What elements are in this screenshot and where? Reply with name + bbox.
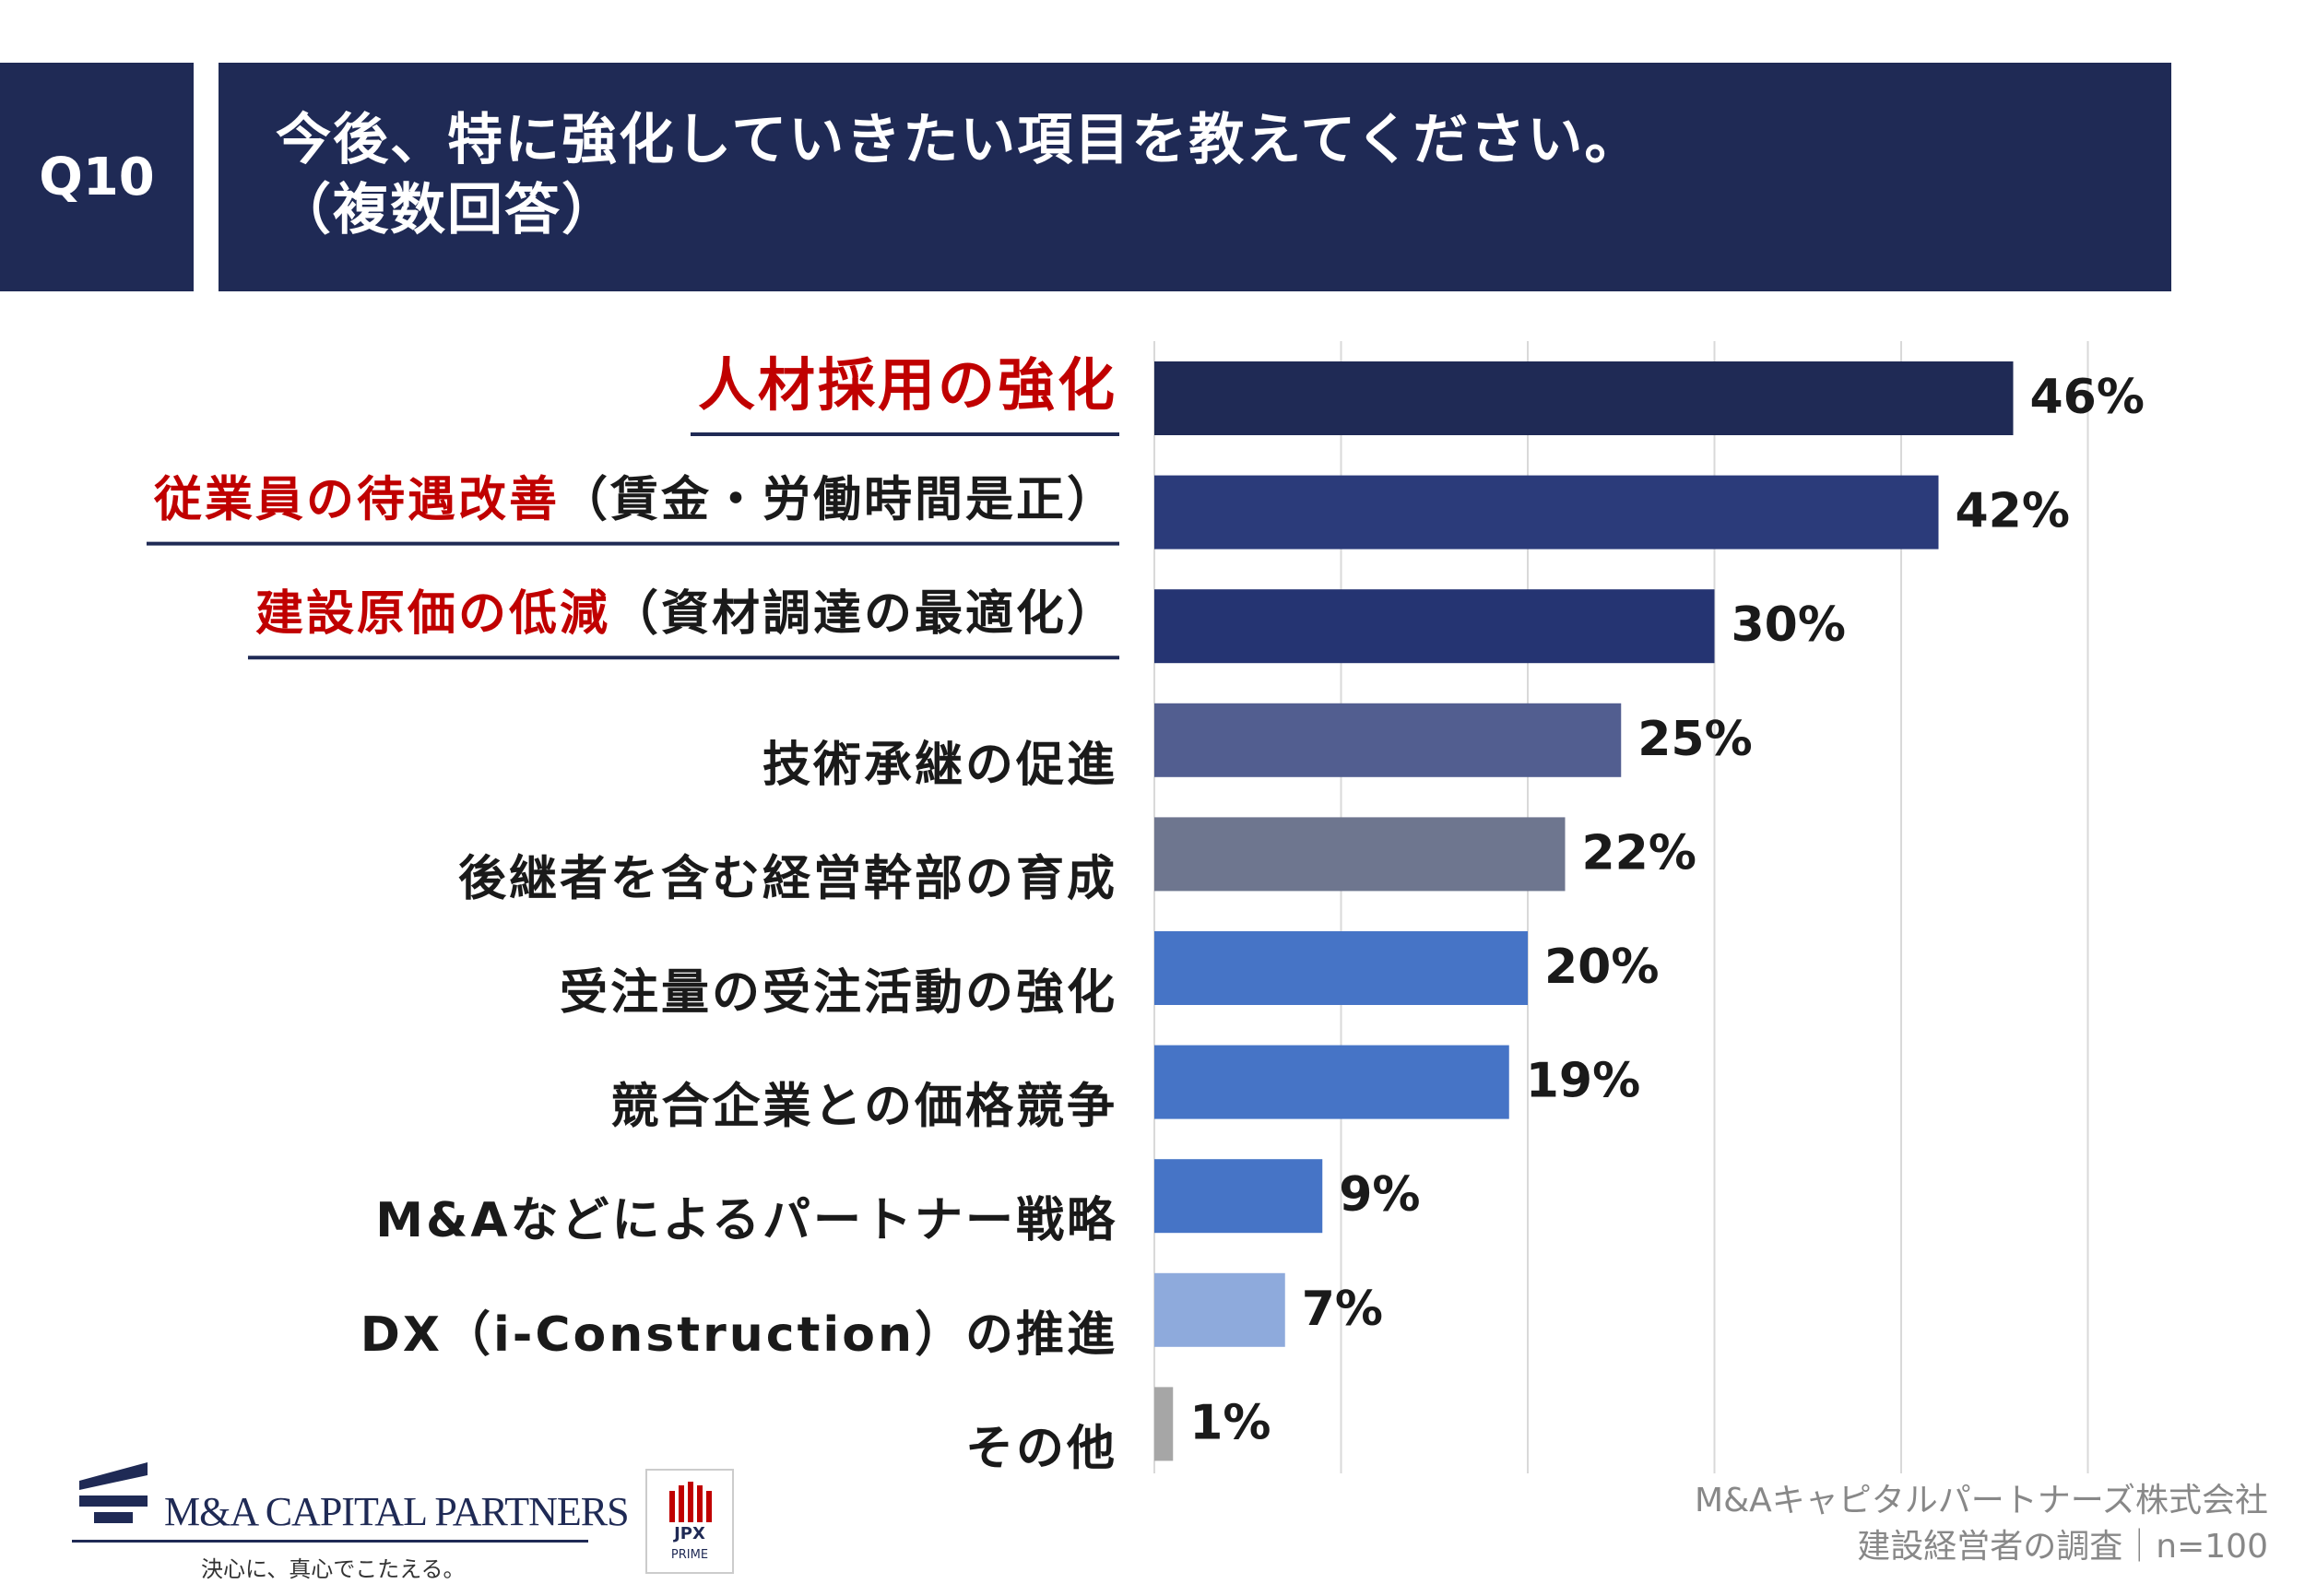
value-label: 42% [1956, 484, 2070, 539]
logo-name: M&A CAPITAL PARTNERS [164, 1489, 630, 1534]
category-label: DX（i-Construction）の推進 [361, 1307, 1117, 1363]
category-label-highlight: 建設原価の低減 [255, 586, 610, 642]
question-number: Q10 [39, 147, 155, 207]
category-label: 人材採用の強化 [698, 351, 1117, 419]
category-label: 技術承継の促進 [762, 738, 1117, 793]
value-label: 19% [1526, 1054, 1640, 1109]
value-label: 9% [1339, 1167, 1420, 1223]
value-label: 30% [1732, 597, 1846, 653]
category-label: その他 [965, 1421, 1117, 1476]
jpx-mark-icon [669, 1482, 712, 1522]
category-label-rest: M&Aなどによるパートナー戦略 [375, 1193, 1117, 1248]
category-label-rest: その他 [965, 1421, 1117, 1476]
jpx-label: JPX [674, 1524, 705, 1543]
category-label-rest: 後継者を含む経営幹部の育成 [458, 851, 1117, 906]
category-label-rest: （賃金・労働時間是正） [560, 473, 1117, 528]
category-label-rest: 受注量の受注活動の強化 [560, 965, 1117, 1021]
category-label-rest: （資材調達の最適化） [610, 586, 1117, 642]
value-label: 46% [2030, 370, 2145, 425]
bar [1154, 703, 1622, 777]
bar [1154, 1387, 1174, 1461]
question-title-banner: 今後、特に強化していきたい項目を教えてください。 （複数回答） [219, 63, 2171, 291]
bar [1154, 475, 1939, 550]
source-company: M&Aキャピタルパートナーズ株式会社 [1695, 1482, 2268, 1519]
question-title: 今後、特に強化していきたい項目を教えてください。 [276, 108, 1642, 172]
category-label-highlight: 人材採用の強化 [698, 351, 1117, 419]
category-label: 建設原価の低減（資材調達の最適化） [255, 586, 1117, 642]
category-label-rest: 技術承継の促進 [762, 738, 1117, 793]
value-label: 25% [1637, 712, 1752, 767]
source-note: M&Aキャピタルパートナーズ株式会社 建設経営者の調査｜n=100 [1695, 1478, 2268, 1570]
logo-tagline: 決心に、真心でこたえる。 [201, 1556, 466, 1582]
bar [1154, 1159, 1323, 1234]
value-label: 1% [1189, 1395, 1271, 1450]
category-label: 後継者を含む経営幹部の育成 [458, 851, 1117, 906]
category-label-rest: 競合企業との価格競争 [611, 1080, 1117, 1135]
company-logo: M&A CAPITAL PARTNERS 決心に、真心でこたえる。 [72, 1455, 630, 1584]
value-labels: 46% 42% 30% 25% 22% 20% 19% 9% 7% 1% [1189, 370, 2145, 1450]
logo-mark-icon [79, 1462, 148, 1523]
bar [1154, 1045, 1509, 1119]
question-number-badge: Q10 [0, 63, 194, 291]
category-label: 受注量の受注活動の強化 [560, 965, 1117, 1021]
category-label: M&Aなどによるパートナー戦略 [375, 1193, 1117, 1248]
bars [1154, 361, 2014, 1461]
jpx-sub-label: PRIME [670, 1548, 709, 1562]
bar [1154, 589, 1715, 664]
category-label: 競合企業との価格競争 [611, 1080, 1117, 1135]
bar [1154, 931, 1528, 1005]
source-survey: 建設経営者の調査｜n=100 [1857, 1528, 2268, 1566]
value-label: 7% [1302, 1282, 1383, 1337]
logo-divider [72, 1540, 588, 1543]
bar [1154, 1272, 1285, 1347]
bar [1154, 361, 2014, 435]
category-label: 従業員の待遇改善（賃金・労働時間是正） [153, 473, 1117, 528]
category-label-rest: DX（i-Construction）の推進 [361, 1307, 1117, 1363]
value-label: 20% [1544, 940, 1659, 995]
bar [1154, 817, 1566, 892]
value-label: 22% [1582, 825, 1696, 881]
jpx-prime-badge: JPX PRIME [645, 1469, 734, 1574]
category-label-highlight: 従業員の待遇改善 [153, 473, 560, 528]
question-subtitle: （複数回答） [276, 178, 619, 242]
